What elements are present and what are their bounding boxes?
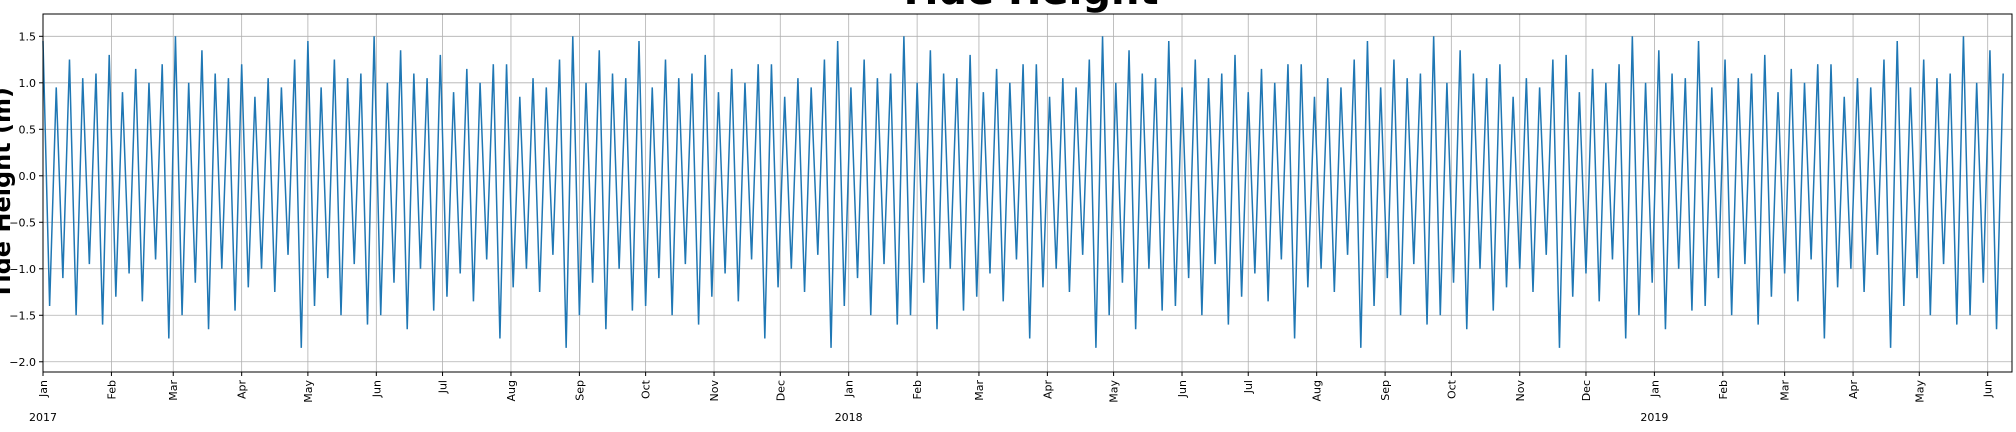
x-year-label: 2019 (1640, 411, 1668, 424)
x-tick-label: Dec (774, 380, 787, 401)
y-tick-label: −2.0 (9, 356, 36, 369)
x-tick-label: Apr (1041, 380, 1054, 400)
x-tick-label: Nov (708, 380, 721, 402)
y-tick-label: −1.0 (9, 263, 36, 276)
x-tick-label: Jun (1982, 380, 1995, 398)
y-tick-label: 0.5 (19, 123, 37, 136)
x-tick-label: Jul (1242, 380, 1255, 394)
x-tick-label: Apr (236, 380, 249, 400)
x-tick-label: Jun (1176, 380, 1189, 398)
x-tick-label: Nov (1514, 380, 1527, 402)
chart-title: Tide Height (897, 0, 1158, 14)
x-tick-label: Oct (1445, 379, 1458, 399)
x-tick-label: Jun (370, 380, 383, 398)
x-tick-label: May (1108, 380, 1121, 403)
plot-frame (42, 13, 2013, 373)
y-axis-label: Tide Height (m) (0, 87, 16, 299)
x-tick-label: Aug (1311, 380, 1324, 401)
y-tick-label: 1.5 (19, 30, 37, 43)
x-tick-label: Jan (843, 380, 856, 398)
y-tick-label: 1.0 (19, 77, 37, 90)
x-tick-label: May (1913, 380, 1926, 403)
x-tick-label: Feb (105, 380, 118, 399)
x-tick-label: Feb (1717, 380, 1730, 399)
x-tick-label: May (302, 380, 315, 403)
x-tick-label: Apr (1847, 380, 1860, 400)
x-tick-label: Dec (1580, 380, 1593, 401)
x-tick-label: Sep (1379, 380, 1392, 401)
x-year-label: 2017 (29, 411, 57, 424)
x-tick-label: Sep (573, 380, 586, 401)
x-tick-label: Jan (1648, 380, 1661, 398)
x-tick-label: Jan (37, 380, 50, 398)
x-tick-label: Oct (640, 379, 653, 399)
x-tick-label: Jul (437, 380, 450, 394)
y-tick-label: −1.5 (9, 309, 36, 322)
x-tick-label: Mar (973, 380, 986, 401)
y-tick-label: 0.0 (19, 170, 37, 183)
x-tick-label: Aug (505, 380, 518, 401)
x-year-label: 2018 (835, 411, 863, 424)
y-tick-label: −0.5 (9, 216, 36, 229)
x-tick-label: Mar (167, 380, 180, 401)
x-tick-label: Feb (911, 380, 924, 399)
x-tick-label: Mar (1779, 380, 1792, 401)
tide-line (42, 36, 2004, 348)
